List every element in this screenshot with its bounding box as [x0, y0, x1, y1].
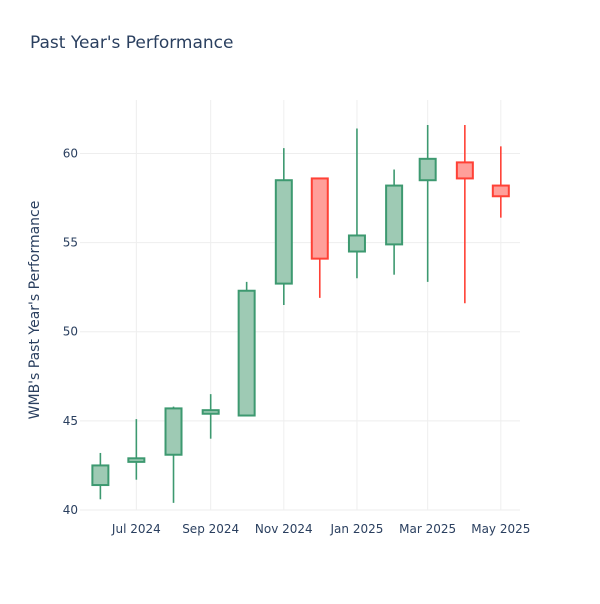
candle-body [347, 234, 366, 253]
candle-body [455, 161, 474, 180]
candle-body [91, 464, 110, 487]
candle-layer [91, 124, 510, 503]
y-tick-label: 40 [63, 503, 78, 517]
candle-body [310, 177, 329, 260]
candle-body [201, 409, 220, 415]
candle-decreasing [455, 124, 474, 304]
y-tick-label: 55 [63, 236, 78, 250]
candle-body [418, 157, 437, 182]
y-tick-label: 60 [63, 146, 78, 160]
y-axis-title: WMB's Past Year's Performance [27, 201, 43, 420]
candle-body [491, 184, 510, 198]
candle-body [164, 407, 183, 456]
candle-decreasing [491, 146, 510, 218]
axis-layer: 40 45 50 55 60 Jul 2024 Sep 2024 Nov 2024 Jan 20… [27, 146, 530, 536]
y-tick-label: 50 [63, 325, 78, 339]
candle-increasing [127, 419, 146, 480]
candle-body [237, 289, 256, 417]
candle-decreasing [310, 177, 329, 298]
x-tick-label: Jan 2025 [330, 522, 384, 536]
grid-layer [80, 100, 520, 511]
candle-body [385, 184, 404, 246]
x-tick-label: Nov 2024 [255, 522, 313, 536]
candle-increasing [237, 281, 256, 417]
candle-increasing [274, 148, 293, 305]
x-tick-label: Mar 2025 [399, 522, 456, 536]
candle-body [274, 179, 293, 285]
x-tick-label: Sep 2024 [182, 522, 239, 536]
candle-increasing [201, 394, 220, 439]
candle-increasing [385, 169, 404, 275]
candle-increasing [347, 128, 366, 279]
candle-increasing [164, 406, 183, 503]
candle-body [127, 457, 146, 463]
y-tick-label: 45 [63, 414, 78, 428]
candle-increasing [91, 452, 110, 500]
chart-title: Past Year's Performance [30, 33, 234, 53]
candle-increasing [418, 124, 437, 282]
x-tick-label: May 2025 [471, 522, 530, 536]
x-tick-label: Jul 2024 [111, 522, 161, 536]
